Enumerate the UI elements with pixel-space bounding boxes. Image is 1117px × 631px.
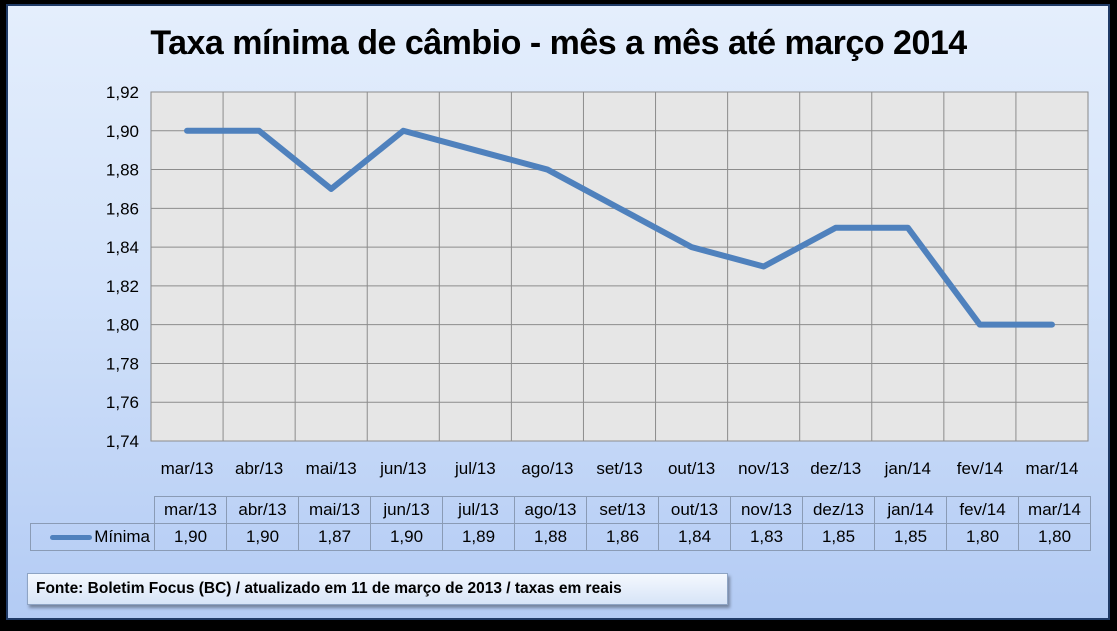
- data-table-header-row: mar/13 abr/13 mai/13 jun/13 jul/13 ago/13 set/…: [31, 496, 1091, 524]
- table-header-cell: jan/14: [874, 496, 947, 524]
- y-tick-label: 1,78: [106, 354, 139, 373]
- x-tick-label: jun/13: [379, 459, 426, 478]
- x-tick-label: jan/14: [884, 459, 931, 478]
- table-value-cell: 1,87: [298, 523, 371, 551]
- data-table: mar/13 abr/13 mai/13 jun/13 jul/13 ago/13 set/…: [30, 496, 1091, 551]
- table-header-cell: nov/13: [730, 496, 803, 524]
- plot-background: [150, 91, 1089, 442]
- x-tick-label: jul/13: [454, 459, 496, 478]
- y-tick-label: 1,88: [106, 161, 139, 180]
- x-tick-label: set/13: [596, 459, 642, 478]
- x-tick-label: mar/13: [161, 459, 214, 478]
- x-tick-label: fev/14: [957, 459, 1003, 478]
- x-tick-label: ago/13: [521, 459, 573, 478]
- table-header-cell: mar/14: [1018, 496, 1091, 524]
- table-value-cell: 1,80: [1018, 523, 1091, 551]
- y-tick-label: 1,84: [106, 238, 139, 257]
- table-value-cell: 1,90: [226, 523, 299, 551]
- table-header-cell: dez/13: [802, 496, 875, 524]
- legend-line-icon: [50, 535, 93, 541]
- y-tick-label: 1,82: [106, 277, 139, 296]
- y-tick-label: 1,92: [106, 83, 139, 102]
- x-tick-label: nov/13: [738, 459, 789, 478]
- series-name: Mínima: [94, 527, 150, 546]
- x-tick-label: abr/13: [235, 459, 283, 478]
- empty-cell: [31, 497, 155, 524]
- table-value-cell: 1,85: [874, 523, 947, 551]
- table-value-cell: 1,90: [154, 523, 227, 551]
- x-tick-label: dez/13: [810, 459, 861, 478]
- table-value-cell: 1,85: [802, 523, 875, 551]
- table-value-cell: 1,86: [586, 523, 659, 551]
- table-value-cell: 1,80: [946, 523, 1019, 551]
- table-value-cell: 1,90: [370, 523, 443, 551]
- table-value-cell: 1,89: [442, 523, 515, 551]
- table-header-cell: mar/13: [154, 496, 227, 524]
- y-tick-label: 1,80: [106, 316, 139, 335]
- x-tick-label: mar/14: [1026, 459, 1079, 478]
- table-header-cell: mai/13: [298, 496, 371, 524]
- y-tick-label: 1,90: [106, 122, 139, 141]
- table-value-cell: 1,83: [730, 523, 803, 551]
- table-header-cell: abr/13: [226, 496, 299, 524]
- source-footer: Fonte: Boletim Focus (BC) / atualizado e…: [27, 573, 728, 605]
- table-value-cell: 1,88: [514, 523, 587, 551]
- y-tick-label: 1,74: [106, 432, 139, 451]
- table-header-cell: fev/14: [946, 496, 1019, 524]
- table-header-cell: ago/13: [514, 496, 587, 524]
- chart-title: Taxa mínima de câmbio - mês a mês até ma…: [150, 24, 967, 62]
- table-header-cell: out/13: [658, 496, 731, 524]
- table-header-cell: jul/13: [442, 496, 515, 524]
- table-header-cell: jun/13: [370, 496, 443, 524]
- table-header-cell: set/13: [586, 496, 659, 524]
- x-tick-label: mai/13: [306, 459, 357, 478]
- data-table-row: Mínima 1,90 1,90 1,87 1,90 1,89 1,88 1,86 1,84 1…: [30, 523, 1091, 551]
- legend-cell: Mínima: [30, 523, 155, 551]
- y-tick-label: 1,76: [106, 393, 139, 412]
- y-tick-label: 1,86: [106, 199, 139, 218]
- table-value-cell: 1,84: [658, 523, 731, 551]
- x-tick-label: out/13: [668, 459, 715, 478]
